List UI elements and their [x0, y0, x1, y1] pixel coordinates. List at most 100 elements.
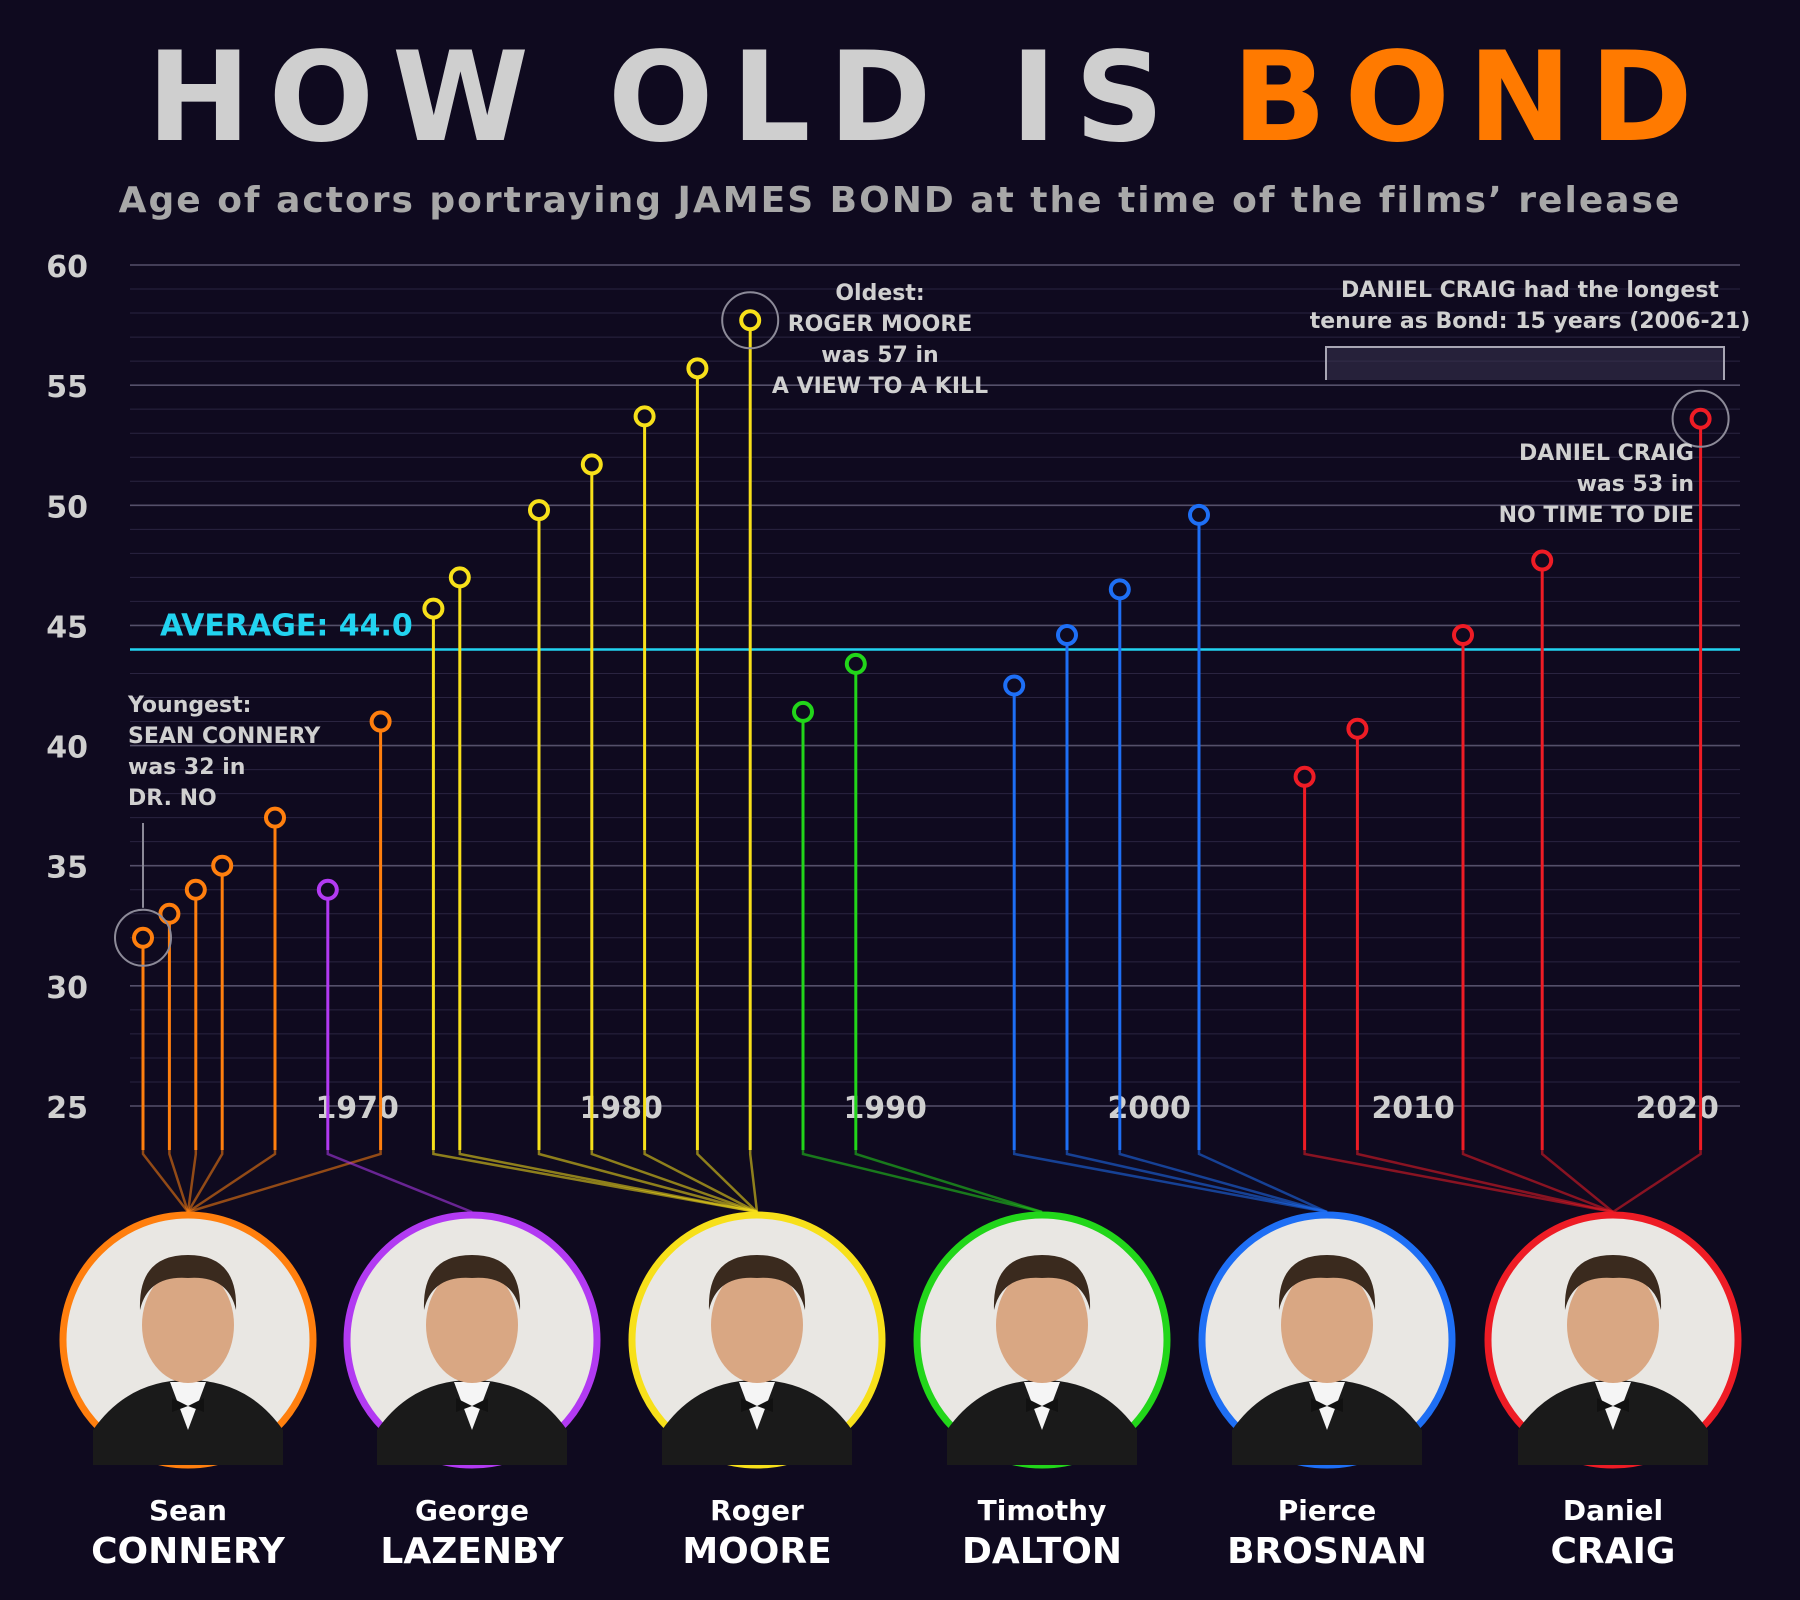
oldest-annotation: Oldest:	[835, 281, 924, 306]
data-point	[792, 700, 814, 723]
data-point	[1531, 549, 1554, 572]
connector-line	[186, 1150, 224, 1213]
x-tick-label: 2000	[1107, 1091, 1191, 1126]
y-tick-label: 35	[46, 851, 88, 886]
data-point	[1452, 624, 1474, 647]
connector-line	[326, 1150, 473, 1214]
connector-line	[696, 1150, 758, 1213]
tenure-bracket	[1325, 346, 1725, 380]
connector-line	[168, 1150, 190, 1213]
youngest-annotation: was 32 in	[128, 755, 245, 780]
connector-line	[186, 1150, 198, 1213]
actor-first-name: Timothy	[978, 1494, 1107, 1527]
connector-line	[1540, 1150, 1614, 1213]
data-point	[844, 652, 867, 675]
hair-shape	[1564, 1255, 1662, 1310]
tenure-shading	[1327, 348, 1723, 380]
latest-highlight-ring	[1671, 389, 1730, 448]
data-point	[422, 597, 445, 620]
actor-last-name: BROSNAN	[1227, 1531, 1427, 1572]
data-point	[1188, 503, 1210, 526]
y-tick-label: 25	[46, 1091, 88, 1126]
actor-last-name: LAZENBY	[380, 1531, 564, 1572]
actor-first-name: Sean	[149, 1494, 227, 1527]
connector-line	[187, 1150, 382, 1214]
connector-line	[748, 1150, 759, 1213]
connector-line	[1197, 1150, 1328, 1214]
oldest-annotation: ROGER MOORE	[788, 312, 973, 337]
actor-portrait-icon	[1518, 1255, 1708, 1465]
data-point	[264, 806, 286, 829]
title-part1: HOW OLD IS	[147, 26, 1182, 170]
data-point	[1293, 765, 1316, 788]
connector-line	[1356, 1150, 1614, 1214]
data-point	[686, 357, 709, 380]
bowtie-shape	[1597, 1398, 1629, 1412]
connector-line	[432, 1150, 758, 1214]
data-point	[211, 854, 234, 877]
hair-shape	[139, 1255, 237, 1310]
stem-layer	[132, 309, 1712, 1150]
connector-line	[458, 1150, 758, 1214]
connector-line	[1612, 1150, 1702, 1214]
bowtie-shape	[172, 1398, 204, 1412]
data-point	[1346, 717, 1369, 740]
actor-portrait-icon	[662, 1255, 852, 1465]
actor-portrait-icon	[93, 1255, 283, 1465]
connector-line	[590, 1150, 758, 1214]
actor-first-name: Roger	[710, 1494, 804, 1527]
data-point	[1689, 407, 1712, 430]
annotation-layer: Youngest: SEAN CONNERY was 32 in DR. NO Olde…	[114, 278, 1751, 967]
y-tick-label: 50	[46, 490, 88, 525]
actor-first-name: George	[415, 1494, 529, 1527]
face-shape	[1567, 1267, 1659, 1383]
face-shape	[711, 1267, 803, 1383]
actor-portrait-icon	[947, 1255, 1137, 1465]
x-tick-label: 1970	[315, 1091, 399, 1126]
x-tick-label: 2020	[1635, 1091, 1719, 1126]
youngest-highlight-ring	[114, 908, 172, 967]
oldest-highlight-ring	[721, 291, 780, 350]
connector-layer	[141, 1150, 1702, 1214]
average-layer: AVERAGE: 44.0	[130, 608, 1740, 651]
face-shape	[142, 1267, 234, 1383]
face-shape	[426, 1267, 518, 1383]
connector-line	[187, 1150, 277, 1214]
connector-line	[1012, 1150, 1328, 1214]
data-point	[369, 710, 392, 733]
actor-portrait-icon	[377, 1255, 567, 1465]
actor-last-name: CONNERY	[91, 1531, 286, 1572]
data-point	[158, 902, 181, 925]
actor-portrait-icon	[1232, 1255, 1422, 1465]
actor-first-name: Daniel	[1563, 1494, 1663, 1527]
connector-line	[1118, 1150, 1328, 1214]
data-point	[184, 878, 207, 901]
x-tick-label: 2010	[1371, 1091, 1455, 1126]
y-tick-label: 30	[46, 971, 88, 1006]
y-tick-label: 55	[46, 370, 88, 405]
tenure-annotation: tenure as Bond: 15 years (2006-21)	[1310, 309, 1751, 334]
data-point	[132, 926, 154, 949]
data-point	[1108, 578, 1131, 601]
connector-line	[1065, 1150, 1328, 1214]
connector-line	[801, 1150, 1043, 1214]
youngest-annotation: SEAN CONNERY	[128, 724, 321, 749]
actor-last-name: CRAIG	[1551, 1531, 1676, 1572]
data-point	[448, 566, 471, 589]
oldest-annotation: A VIEW TO A KILL	[772, 374, 988, 399]
data-point	[528, 499, 550, 522]
connector-line	[643, 1150, 758, 1214]
actor-first-name: Pierce	[1278, 1494, 1377, 1527]
connector-line	[1303, 1150, 1614, 1214]
hair-shape	[708, 1255, 806, 1310]
y-tick-label: 45	[46, 610, 88, 645]
hair-shape	[423, 1255, 521, 1310]
craig-latest-annotation: NO TIME TO DIE	[1499, 503, 1694, 528]
craig-latest-annotation: DANIEL CRAIG	[1519, 441, 1694, 466]
x-tick-label: 1980	[579, 1091, 663, 1126]
hair-shape	[993, 1255, 1091, 1310]
subtitle: Age of actors portraying JAMES BOND at t…	[119, 180, 1682, 221]
data-point	[739, 309, 762, 332]
connector-line	[141, 1150, 189, 1213]
